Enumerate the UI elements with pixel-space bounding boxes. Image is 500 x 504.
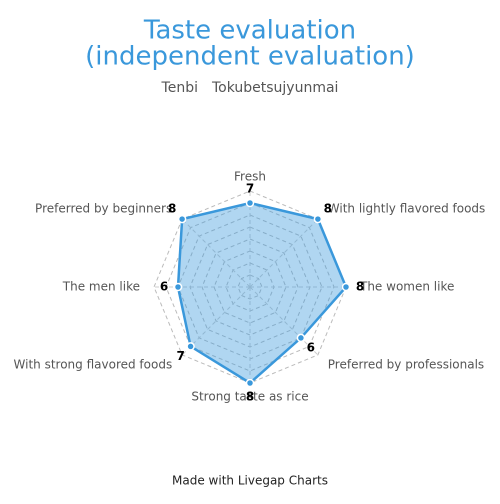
- axis-label: Strong taste as rice: [191, 390, 308, 404]
- grid-ring: [237, 274, 263, 300]
- chart-subtitle: Tenbi Tokubetsujyunmai: [161, 80, 339, 96]
- data-label: 8: [324, 202, 332, 216]
- spoke: [249, 218, 319, 288]
- point: [245, 378, 255, 388]
- grid-ring: [165, 202, 335, 372]
- chart-title: Taste evaluation: [143, 16, 356, 46]
- series-area: [176, 201, 348, 385]
- data-label: 7: [246, 182, 254, 196]
- axis-label: Preferred by beginners: [35, 202, 172, 216]
- chart-title: (independent evaluation): [85, 42, 415, 72]
- axis-label: Fresh: [234, 170, 266, 184]
- axis-label: The women like: [359, 280, 454, 294]
- axis-label: With strong flavored foods: [14, 357, 173, 371]
- spoke: [249, 286, 319, 356]
- point: [341, 282, 351, 292]
- spoke: [181, 218, 251, 288]
- point: [245, 198, 255, 208]
- point: [173, 282, 183, 292]
- point: [177, 214, 187, 224]
- point: [186, 342, 195, 351]
- axis-label: With lightly flavored foods: [328, 202, 486, 216]
- data-label: 7: [177, 349, 185, 363]
- data-label: 6: [160, 280, 168, 294]
- axis-label: The men like: [62, 280, 140, 294]
- data-label: 8: [168, 202, 176, 216]
- footer: Made with Livegap Charts: [172, 474, 328, 488]
- data-label: 8: [246, 390, 254, 404]
- point: [313, 214, 323, 224]
- grid-ring: [213, 250, 287, 324]
- data-label: 6: [307, 340, 315, 354]
- axis-label: Preferred by professionals: [328, 357, 484, 371]
- data-label: 8: [356, 280, 364, 294]
- point: [296, 333, 306, 343]
